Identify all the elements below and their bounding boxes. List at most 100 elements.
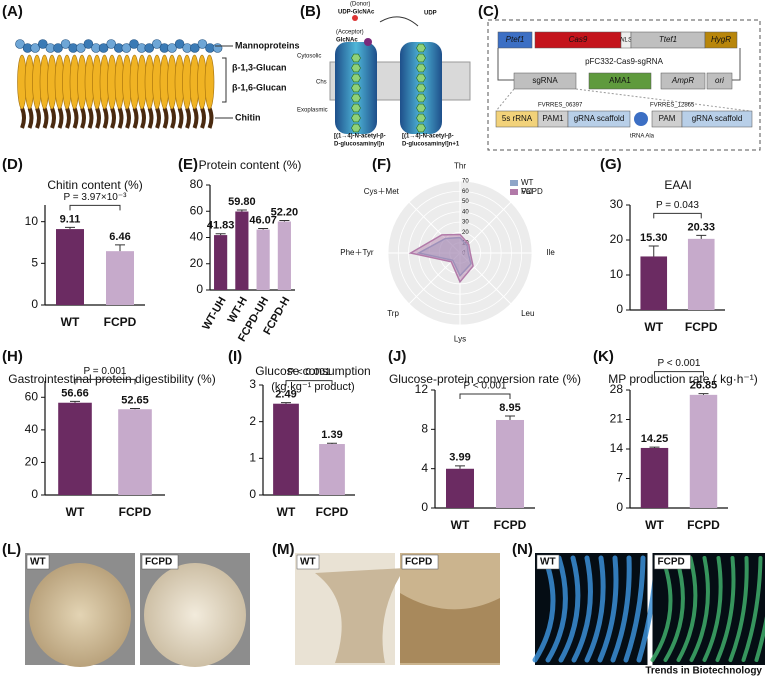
hypha bbox=[584, 555, 606, 663]
gene-block bbox=[704, 31, 738, 49]
label: FVRRES_12865 bbox=[650, 103, 695, 109]
chitin-strand bbox=[87, 107, 94, 129]
label: D-glucosaminyl]n+1 bbox=[402, 142, 460, 148]
bar bbox=[277, 221, 291, 290]
spoke bbox=[459, 252, 512, 305]
chart-subtitle: (kg·kg⁻¹ product) bbox=[271, 381, 354, 393]
label: Ptef1 bbox=[506, 35, 525, 44]
bar bbox=[689, 394, 718, 508]
mannoprotein bbox=[98, 43, 109, 53]
hypha bbox=[545, 555, 568, 663]
significance-bracket bbox=[459, 393, 511, 400]
mannoprotein bbox=[76, 43, 86, 53]
r-tick-label: 40 bbox=[462, 209, 469, 215]
axis-label: Val bbox=[521, 187, 532, 196]
panel-label: (C) bbox=[478, 3, 499, 20]
chitin-strand bbox=[140, 107, 146, 129]
panel-label: (N) bbox=[512, 541, 533, 558]
label: PAM1 bbox=[542, 114, 564, 123]
label: sgRNA bbox=[532, 76, 558, 85]
chart-title: EAAI bbox=[664, 178, 691, 192]
value-label: 59.80 bbox=[228, 196, 256, 208]
hypha bbox=[676, 556, 698, 662]
label: gRNA scaffold bbox=[574, 114, 625, 123]
brace bbox=[222, 57, 227, 103]
x-tick-label: FCPD bbox=[687, 518, 720, 532]
bar bbox=[273, 403, 299, 495]
x-tick-label: WT bbox=[277, 505, 296, 519]
label: Cytosolic bbox=[297, 54, 321, 60]
glcnac bbox=[416, 123, 426, 133]
error-bar bbox=[258, 227, 269, 230]
hypha bbox=[532, 555, 556, 663]
chitin-strand bbox=[50, 107, 56, 129]
dish bbox=[29, 563, 131, 667]
photo-label: FCPD bbox=[405, 557, 432, 568]
chitin-strand bbox=[95, 107, 101, 129]
x-tick-label: WT bbox=[645, 518, 664, 532]
x-tick-label: FCPD bbox=[119, 505, 152, 519]
p-value: P < 0.001 bbox=[464, 381, 507, 392]
mannoprotein bbox=[53, 43, 63, 53]
error-bar bbox=[65, 226, 75, 230]
r-tick-label: 70 bbox=[462, 179, 469, 185]
significance-bracket bbox=[285, 380, 333, 386]
chitin-strand bbox=[72, 107, 79, 129]
r-tick-label: 30 bbox=[462, 220, 469, 226]
label: gRNA scaffold bbox=[692, 114, 743, 123]
hypha bbox=[715, 556, 736, 662]
photo-label: WT bbox=[30, 557, 46, 568]
hypha bbox=[623, 555, 646, 663]
error-bar bbox=[281, 402, 291, 404]
mannoprotein bbox=[129, 39, 139, 49]
photo-tag bbox=[296, 554, 320, 570]
y-tick-label: 0 bbox=[616, 500, 623, 514]
y-tick-label: 1 bbox=[249, 451, 256, 465]
label: FVRRES_06397 bbox=[538, 103, 583, 109]
value-label: 20.33 bbox=[687, 221, 715, 233]
radar-area bbox=[416, 236, 472, 277]
error-bar bbox=[279, 219, 290, 222]
zoom bbox=[495, 88, 751, 112]
hypha bbox=[689, 556, 710, 662]
x-tick-label: WT bbox=[644, 320, 663, 334]
mannoprotein bbox=[144, 43, 154, 53]
panel-label: (B) bbox=[300, 3, 321, 20]
glcnac bbox=[416, 43, 426, 53]
spoke bbox=[408, 201, 461, 254]
y-tick-label: 30 bbox=[610, 197, 624, 211]
chitin-strand bbox=[35, 107, 41, 129]
label: NLS bbox=[620, 38, 632, 44]
hypha bbox=[728, 556, 749, 662]
axis-label: Trp bbox=[387, 309, 399, 318]
y-tick-label: 14 bbox=[610, 441, 624, 455]
error-bar bbox=[130, 407, 140, 410]
value-label: 3.99 bbox=[449, 452, 470, 464]
label: AMA1 bbox=[609, 76, 631, 85]
panel-label: (H) bbox=[2, 348, 23, 365]
label: Exoplasmic bbox=[297, 108, 328, 114]
label: (Acceptor) bbox=[336, 30, 364, 36]
error-bar bbox=[505, 415, 515, 420]
chitin-strand bbox=[20, 107, 26, 129]
x-tick-label: WT bbox=[66, 505, 85, 519]
glcnac bbox=[351, 103, 361, 113]
y-tick-label: 2 bbox=[249, 414, 256, 428]
label: [(1→4)-N-acetyl-β- bbox=[334, 134, 386, 140]
chitin-strand bbox=[125, 107, 131, 129]
y-tick-label: 21 bbox=[610, 412, 624, 426]
photo-label: WT bbox=[300, 557, 316, 568]
chart-title: Chitin content (%) bbox=[47, 178, 142, 192]
p-value: P = 0.001 bbox=[84, 366, 127, 377]
y-tick-label: 0 bbox=[31, 487, 38, 501]
label: pFC332-Cas9-sgRNA bbox=[585, 57, 663, 66]
gene-block bbox=[660, 72, 706, 90]
y-tick-label: 4 bbox=[421, 461, 428, 475]
photo-tag bbox=[536, 554, 560, 570]
chitin-strand bbox=[102, 107, 109, 129]
plasmid-box bbox=[487, 19, 761, 151]
p-value: P < 0.001 bbox=[288, 367, 331, 378]
axis-label: Leu bbox=[521, 309, 534, 318]
x-tick-label: FCPD bbox=[685, 320, 718, 334]
